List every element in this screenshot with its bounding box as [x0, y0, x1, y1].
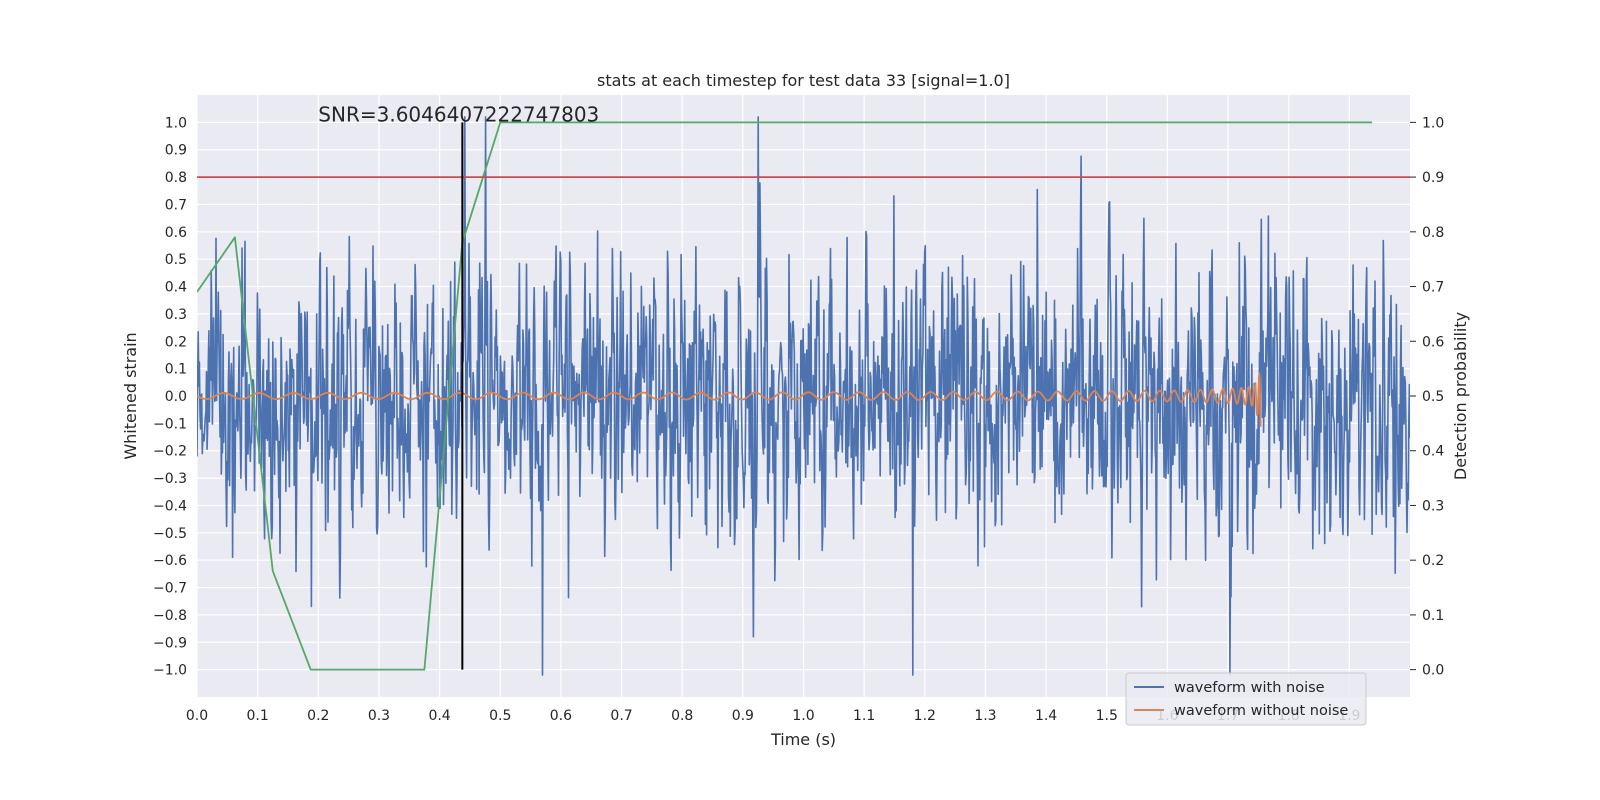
- x-tick-label: 0.6: [550, 708, 572, 724]
- legend-label-noise: waveform with noise: [1174, 680, 1325, 696]
- y-tick-label: 1.0: [165, 115, 187, 131]
- y-tick-label: 0.7: [165, 197, 187, 213]
- series-waveform-without-noise: [197, 372, 1262, 427]
- series-layer: [197, 116, 1410, 676]
- snr-annotation: SNR=3.6046407222747803: [318, 102, 599, 126]
- y2-tick-label: 0.0: [1422, 663, 1444, 679]
- x-tick-label: 0.9: [732, 708, 754, 724]
- y-tick-label: −0.4: [153, 498, 187, 514]
- y-tick-label: 0.3: [165, 307, 187, 323]
- y-tick-label: −0.6: [153, 553, 187, 569]
- x-tick-label: 0.2: [307, 708, 329, 724]
- x-tick-label: 0.4: [428, 708, 450, 724]
- series-waveform-with-noise: [197, 116, 1410, 676]
- x-tick-label: 0.1: [247, 708, 269, 724]
- y2-tick-label: 0.7: [1422, 280, 1444, 296]
- y2-tick-label: 0.4: [1422, 444, 1444, 460]
- y-tick-label: −0.8: [153, 608, 187, 624]
- y2-tick-label: 0.8: [1422, 225, 1444, 241]
- y2-tick-label: 0.9: [1422, 170, 1444, 186]
- x-tick-label: 0.0: [186, 708, 208, 724]
- x-tick-label: 1.1: [853, 708, 875, 724]
- grid-lines: [196, 95, 1410, 697]
- y2-tick-label: 0.1: [1422, 608, 1444, 624]
- y-tick-label: 0.8: [165, 170, 187, 186]
- y-axis-label: Whitened strain: [121, 332, 140, 459]
- x-axis-label: Time (s): [770, 730, 836, 749]
- y-tick-label: −0.9: [153, 635, 187, 651]
- x-tick-label: 0.5: [489, 708, 511, 724]
- y2-axis-ticks: 1.0 0.9 0.8 0.7 0.6 0.5 0.4 0.3 0.2 0.1 0.0: [1410, 115, 1444, 679]
- legend: waveform with noise waveform without noi…: [1125, 672, 1367, 726]
- y-tick-label: 0.0: [165, 389, 187, 405]
- y-tick-label: −0.2: [153, 444, 187, 460]
- chart-title: stats at each timestep for test data 33 …: [597, 71, 1010, 90]
- x-tick-label: 1.2: [914, 708, 936, 724]
- x-tick-label: 1.5: [1096, 708, 1118, 724]
- y2-axis-label: Detection probability: [1451, 312, 1470, 480]
- y-axis-ticks: 1.0 0.9 0.8 0.7 0.6 0.5 0.4 0.3 0.2 0.1 0.0 −0.1 −0.…: [153, 115, 187, 678]
- legend-box: [1125, 672, 1367, 726]
- y-tick-label: 0.9: [165, 143, 187, 159]
- y-tick-label: 0.5: [165, 252, 187, 268]
- y-tick-label: 0.4: [165, 280, 187, 296]
- series-detection-probability: [197, 121, 1373, 671]
- y2-tick-label: 0.3: [1422, 498, 1444, 514]
- y2-tick-label: 0.5: [1422, 389, 1444, 405]
- x-tick-label: 0.3: [368, 708, 390, 724]
- y-tick-label: −0.1: [153, 416, 187, 432]
- y-tick-label: −0.7: [153, 581, 187, 597]
- y-tick-label: 0.1: [165, 362, 187, 378]
- y-tick-label: −0.5: [153, 526, 187, 542]
- x-tick-label: 0.8: [671, 708, 693, 724]
- y-tick-label: −0.3: [153, 471, 187, 487]
- y2-tick-label: 0.6: [1422, 334, 1444, 350]
- y-tick-label: 0.6: [165, 225, 187, 241]
- x-tick-label: 1.3: [974, 708, 996, 724]
- x-tick-label: 1.0: [792, 708, 814, 724]
- y-tick-label: −1.0: [153, 663, 187, 679]
- x-tick-label: 1.4: [1035, 708, 1057, 724]
- x-tick-label: 0.7: [610, 708, 632, 724]
- y-tick-label: 0.2: [165, 334, 187, 350]
- y2-tick-label: 1.0: [1422, 115, 1444, 131]
- y2-tick-label: 0.2: [1422, 553, 1444, 569]
- legend-label-clean: waveform without noise: [1174, 703, 1348, 719]
